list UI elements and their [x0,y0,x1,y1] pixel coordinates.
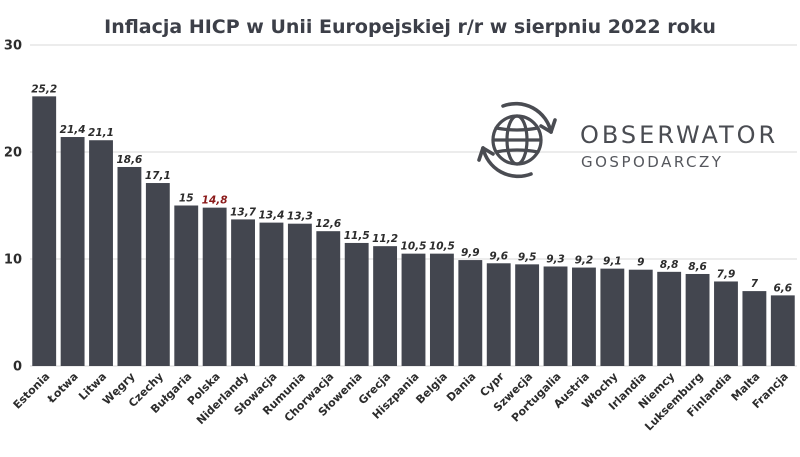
bar-value-label: 14,8 [202,195,228,207]
bar-value-label: 9,2 [575,255,594,267]
bar-value-label: 10,5 [429,241,455,253]
bar [316,231,341,366]
bar [145,183,170,366]
bar-value-label: 13,3 [287,211,313,223]
bar-value-label: 8,8 [660,259,679,271]
bar [174,205,199,366]
bar [344,242,369,366]
y-tick-label: 10 [4,253,22,268]
bar-value-label: 7,9 [717,268,736,280]
bar-value-label: 11,2 [372,233,398,245]
bar [770,295,795,366]
bar [60,137,85,366]
globe-arrows-icon [477,101,557,179]
bar-value-label: 9,6 [489,250,508,262]
bar [600,268,625,366]
data-labels: 25,2 21,4 21,1 18,617,1 15 14,813,7 13,4 13,312… [31,83,792,294]
bar-value-label: 15 [179,193,194,205]
bar-value-label: 9 [637,257,644,269]
bar [628,269,653,366]
bar [685,273,710,366]
bar [543,266,568,366]
bar-value-label: 13,4 [259,210,285,222]
bar-value-label: 17,1 [145,170,171,182]
category-label: Łotwa [44,370,80,406]
bar [32,96,57,367]
bar [486,263,511,366]
y-tick-label: 30 [4,39,22,54]
bar [515,264,540,366]
bar-value-label: 6,6 [773,282,792,294]
category-label: Dania [444,370,478,404]
category-label: Belgia [413,370,450,407]
y-axis-ticks: 0 10 20 30 [4,39,22,375]
bar [572,267,596,366]
bar [89,140,113,366]
bar-value-label: 18,6 [116,154,142,166]
bar [287,223,312,366]
bar [458,260,483,366]
category-labels: EstoniaŁotwaLitwaWęgryCzechyBułgariaPols… [11,370,791,434]
bar [429,253,454,366]
bar [742,291,767,366]
bar-value-label: 7 [751,278,759,290]
obserwator-logo: OBSERWATOR GOSPODARCZY [477,101,778,179]
bar [714,281,738,366]
bar-value-label: 9,9 [461,247,480,259]
logo-name: OBSERWATOR [580,121,778,149]
y-tick-label: 20 [4,146,22,161]
category-label: Estonia [11,370,53,412]
bar-value-label: 21,4 [60,124,86,136]
bar [259,222,284,366]
chart-title: Inflacja HICP w Unii Europejskiej r/r w … [104,16,716,38]
bar-value-label: 9,5 [518,251,537,263]
bar [231,219,255,366]
bar-value-label: 8,6 [688,261,707,273]
bar-value-label: 10,5 [401,241,427,253]
bar [401,253,426,366]
bars [32,96,795,367]
bar-value-label: 9,1 [603,256,622,268]
y-tick-label: 0 [13,360,22,375]
bar-value-label: 21,1 [88,127,114,139]
bar [117,166,142,366]
bar [202,207,227,366]
bar [657,271,682,366]
bar-value-label: 12,6 [315,218,341,230]
logo-subname: GOSPODARCZY [581,153,723,171]
bar-value-label: 11,5 [344,230,370,242]
bar-value-label: 25,2 [31,83,57,95]
bar-value-label: 9,3 [546,253,565,265]
bar-value-label: 13,7 [230,206,257,218]
bar [373,246,398,366]
